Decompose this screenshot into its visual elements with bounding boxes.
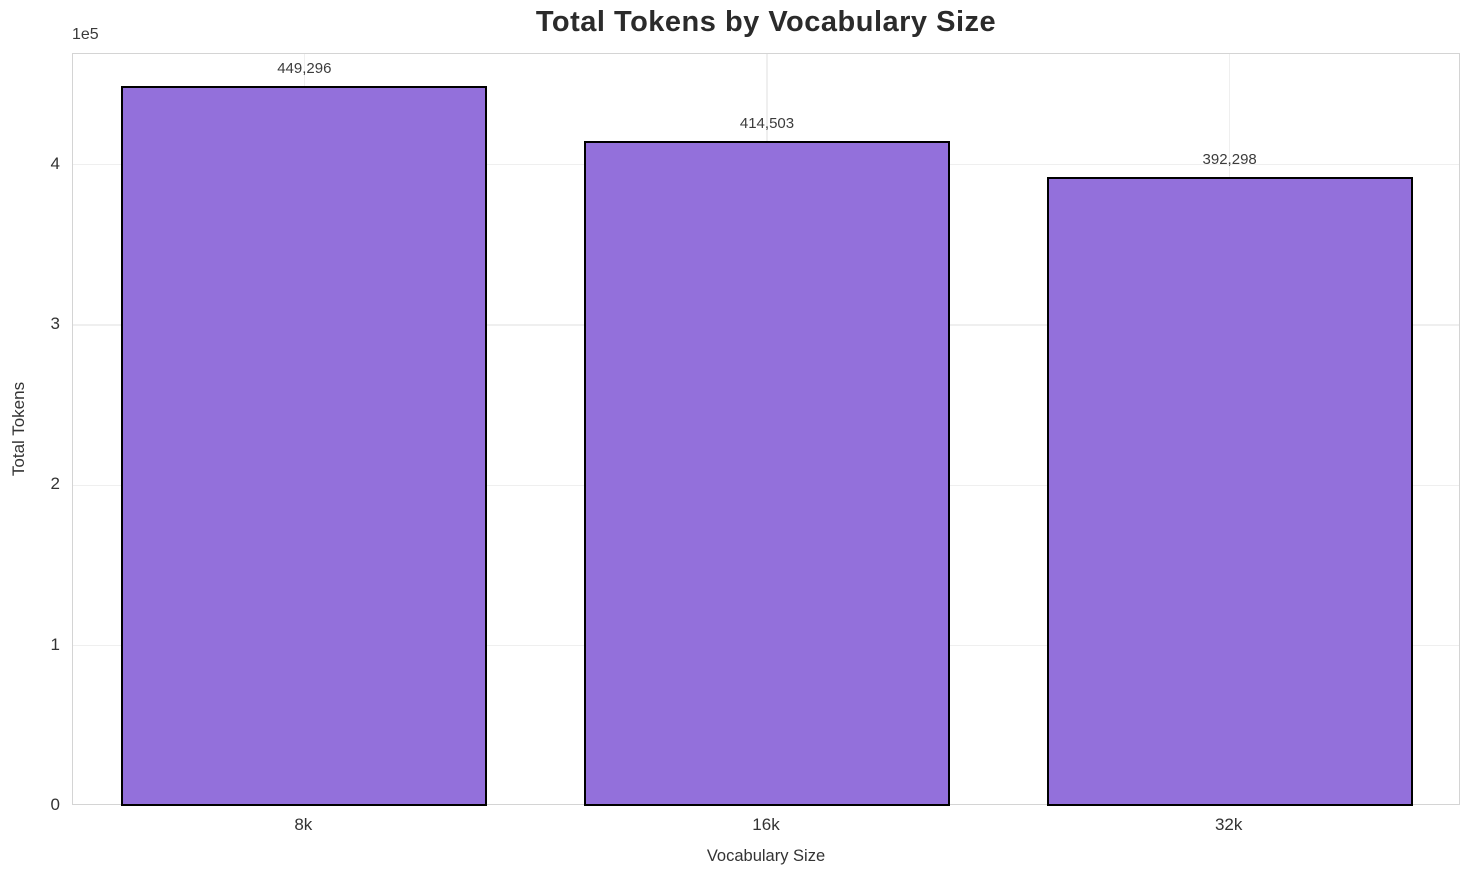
x-tick-label-8k: 8k bbox=[294, 815, 313, 834]
y-tick-label: 4 bbox=[50, 153, 60, 173]
bar-value-label-32k: 392,298 bbox=[1202, 150, 1257, 168]
y-tick-label: 2 bbox=[50, 474, 60, 494]
y-tick-label: 3 bbox=[50, 313, 60, 333]
chart-title: Total Tokens by Vocabulary Size bbox=[535, 6, 997, 38]
bar-16k bbox=[584, 141, 950, 806]
y-axis-offset-label: 1e5 bbox=[72, 26, 99, 43]
bar-value-label-16k: 414,503 bbox=[739, 115, 795, 133]
y-tick-label: 1 bbox=[50, 634, 60, 654]
x-tick-label-32k: 32k bbox=[1214, 815, 1243, 834]
plot-area: 449,296 414,503 392,298 bbox=[72, 53, 1460, 806]
bar-value-label-8k: 449,296 bbox=[277, 59, 332, 77]
bar-8k bbox=[121, 85, 488, 806]
y-axis-label: Total Tokens bbox=[9, 381, 28, 477]
y-tick-label: 0 bbox=[50, 795, 60, 814]
x-axis-label: Vocabulary Size bbox=[706, 847, 826, 865]
x-tick-label-16k: 16k bbox=[752, 815, 780, 834]
bar-32k bbox=[1046, 176, 1413, 806]
